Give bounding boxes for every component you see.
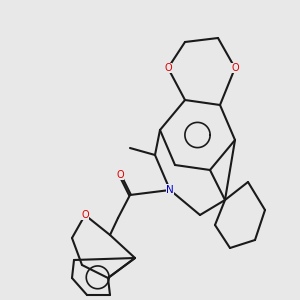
Text: O: O — [116, 170, 124, 180]
Text: N: N — [166, 185, 174, 195]
Text: O: O — [164, 63, 172, 73]
Text: O: O — [231, 63, 239, 73]
Text: O: O — [81, 210, 89, 220]
